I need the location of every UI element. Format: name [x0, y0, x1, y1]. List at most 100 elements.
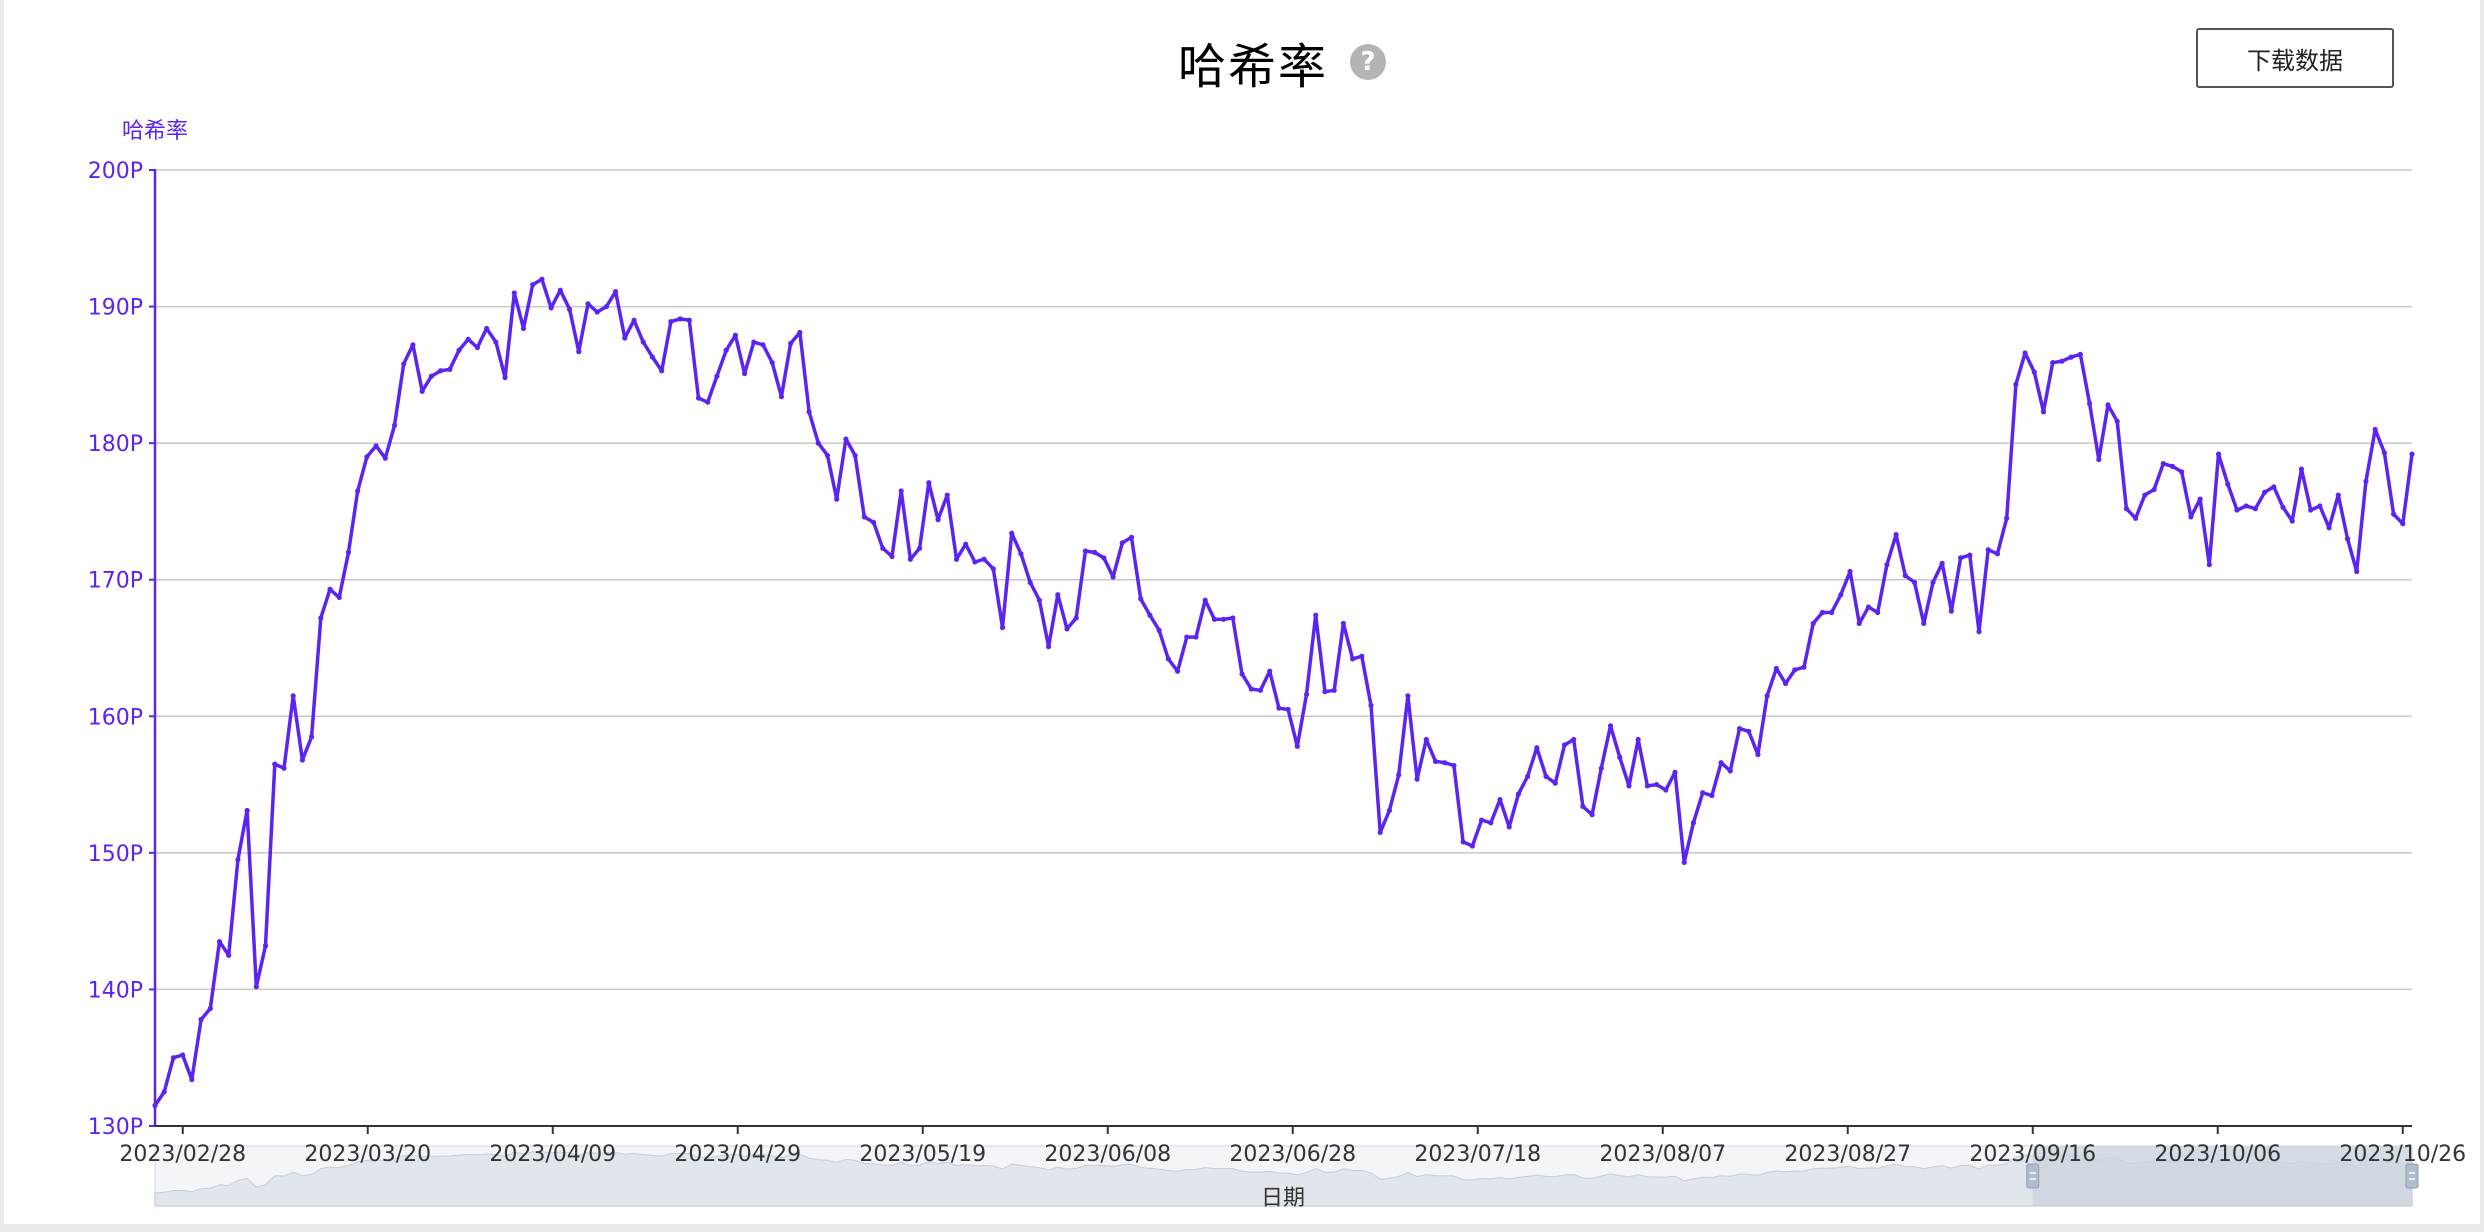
data-point	[1865, 604, 1872, 610]
data-point	[613, 288, 619, 295]
data-point	[1055, 592, 1061, 598]
data-point	[695, 395, 702, 401]
data-point	[1700, 790, 1706, 796]
data-point	[1211, 616, 1218, 622]
x-axis-title: 日期	[1261, 1186, 1305, 1211]
data-point	[1294, 743, 1300, 749]
data-point	[253, 984, 259, 990]
data-point	[2086, 400, 2093, 407]
data-point	[1018, 551, 1024, 557]
slider-handle-right[interactable]	[2405, 1163, 2419, 1189]
y-tick-label: 160P	[88, 705, 143, 730]
data-point	[705, 399, 711, 405]
data-point	[898, 488, 904, 494]
data-point	[2142, 492, 2148, 498]
data-point	[972, 559, 978, 565]
x-tick-label: 2023/09/16	[1969, 1142, 2096, 1167]
data-point	[1746, 728, 1752, 734]
slider-selection[interactable]	[2032, 1146, 2412, 1206]
data-point	[281, 765, 287, 771]
data-point	[576, 349, 582, 355]
axes: 130P 140P 150P 160P 170P 180P 190P 200P	[88, 159, 2412, 1140]
data-point	[1101, 555, 1107, 561]
data-point	[244, 807, 250, 814]
data-point	[1488, 820, 1494, 826]
data-point	[1525, 773, 1531, 779]
data-point	[2335, 492, 2341, 498]
data-point	[1589, 812, 1595, 818]
data-point	[2059, 358, 2065, 364]
data-point	[557, 287, 563, 293]
data-point	[1617, 754, 1623, 760]
data-point	[585, 301, 591, 307]
data-point	[824, 452, 831, 459]
data-point	[1644, 783, 1650, 789]
data-point	[1543, 773, 1549, 779]
data-point	[686, 317, 692, 323]
data-point	[2105, 402, 2111, 408]
help-icon[interactable]: ?	[1350, 44, 1386, 80]
data-point	[880, 545, 886, 551]
data-point	[2013, 381, 2019, 388]
data-point	[788, 340, 794, 347]
data-point	[1331, 687, 1337, 693]
data-point	[1773, 665, 1779, 672]
data-point	[2243, 503, 2249, 509]
data-point	[1838, 592, 1844, 598]
data-point	[290, 693, 296, 699]
data-point	[2225, 481, 2231, 487]
data-point	[1202, 597, 1208, 603]
slider-handle-left[interactable]	[2026, 1163, 2040, 1189]
data-point	[926, 480, 932, 486]
data-point	[1994, 551, 2001, 557]
data-point	[1819, 609, 1826, 616]
data-point	[180, 1052, 186, 1058]
data-point	[1718, 760, 1724, 766]
data-point	[170, 1055, 177, 1061]
data-point	[2215, 451, 2222, 457]
data-point	[309, 734, 315, 740]
data-point	[1948, 608, 1954, 614]
data-point	[1902, 573, 1908, 579]
data-point	[1267, 668, 1273, 674]
data-point	[1736, 725, 1743, 732]
data-point	[262, 943, 269, 949]
data-point	[797, 329, 803, 336]
data-point	[1184, 634, 1190, 640]
data-point	[373, 443, 379, 449]
data-point	[999, 624, 1006, 631]
data-point	[2160, 461, 2166, 467]
data-point	[806, 409, 812, 415]
data-point	[1967, 552, 1973, 558]
data-point	[1349, 656, 1356, 662]
data-point	[861, 514, 867, 520]
data-point	[465, 336, 471, 342]
grid-lines	[155, 169, 2412, 1127]
download-data-button[interactable]: 下载数据	[2196, 28, 2394, 88]
data-point	[1128, 534, 1135, 540]
data-point	[530, 282, 536, 288]
data-point	[2169, 463, 2176, 469]
data-point	[1856, 620, 1862, 627]
data-point	[520, 325, 527, 332]
data-point	[1432, 758, 1439, 764]
data-point	[2298, 466, 2305, 472]
data-point	[2317, 503, 2323, 509]
x-tick-label: 2023/06/08	[1044, 1142, 1171, 1167]
series-line	[153, 277, 2414, 1107]
y-tick-label: 200P	[88, 159, 143, 184]
data-point	[364, 454, 370, 460]
data-point	[1368, 702, 1374, 708]
data-point	[391, 422, 398, 428]
data-point	[1119, 540, 1125, 546]
data-zoom-slider[interactable]	[154, 1145, 2419, 1207]
data-point	[631, 317, 637, 323]
data-point	[1875, 609, 1881, 616]
data-point	[981, 556, 987, 562]
data-point	[1515, 791, 1522, 797]
data-point	[2022, 350, 2028, 356]
x-tick-label: 2023/02/28	[119, 1142, 246, 1167]
data-point	[1571, 736, 1577, 743]
data-point	[437, 368, 444, 374]
